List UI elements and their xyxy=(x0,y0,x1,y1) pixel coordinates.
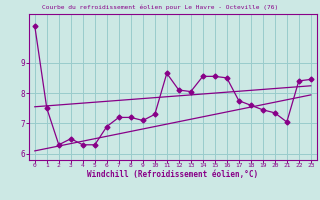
X-axis label: Windchill (Refroidissement éolien,°C): Windchill (Refroidissement éolien,°C) xyxy=(87,170,258,179)
Text: Courbe du refroidissement éolien pour Le Havre - Octeville (76): Courbe du refroidissement éolien pour Le… xyxy=(42,5,278,10)
